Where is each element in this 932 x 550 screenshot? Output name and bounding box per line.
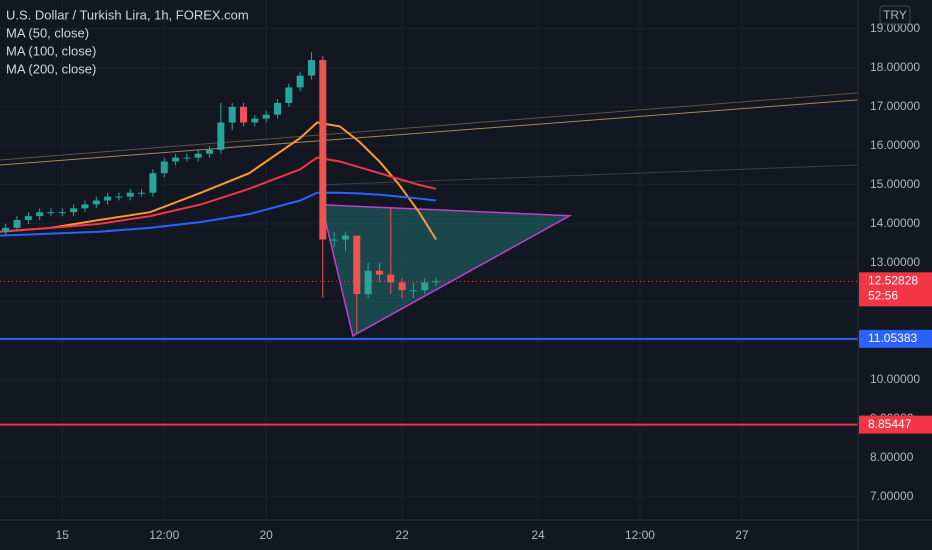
candle-body [228,106,236,123]
axes: 7.000008.000009.0000010.0000011.0000012.… [56,21,932,542]
last-price-bg [859,272,932,307]
price-label-bg [859,415,932,434]
y-tick-label: 7.00000 [870,489,914,503]
candle-body [262,114,270,119]
y-tick-label: 16.00000 [870,138,920,152]
candle-body [138,192,146,194]
x-tick-label: 24 [531,528,545,542]
chart-title: U.S. Dollar / Turkish Lira, 1h, FOREX.co… [6,7,249,22]
candle-body [432,281,440,283]
candle-body [2,227,10,232]
ma-line [0,121,437,241]
x-tick-label: 12:00 [149,528,179,542]
candle-body [409,290,417,292]
triangle-drawing [320,204,573,338]
y-tick-label: 14.00000 [870,216,920,230]
legend-entry: MA (50, close) [6,25,89,40]
candle-body [104,196,112,201]
candle-body [206,149,214,154]
candle-body [251,118,259,123]
legend-entry: MA (200, close) [6,61,96,76]
candle-body [172,157,180,162]
x-tick-label: 20 [259,528,273,542]
candle-body [330,239,338,241]
candle-body [364,270,372,295]
candle-body [126,192,134,197]
candle-body [149,173,157,193]
y-tick-label: 8.00000 [870,450,914,464]
y-tick-label: 15.00000 [870,177,920,191]
candle-body [36,212,44,217]
price-label: 11.05383 [868,331,917,345]
candle-body [375,270,383,275]
y-tick-label: 17.00000 [870,99,920,113]
y-tick-label: 19.00000 [870,21,920,35]
y-tick-label: 10.00000 [870,372,920,386]
candle-body [387,274,395,283]
candle-body [421,282,429,291]
candle-body [58,212,66,214]
x-tick-label: 27 [735,528,749,542]
candle-body [319,60,327,240]
candle-body [240,106,248,123]
x-tick-label: 12:00 [625,528,655,542]
candle-body [115,196,123,198]
legend-entry: MA (100, close) [6,43,96,58]
x-tick-label: 22 [395,528,409,542]
candle-body [285,87,293,103]
ma-line [0,191,437,237]
candle-body [70,208,78,213]
candle-body [217,122,225,150]
candle-body [24,216,32,221]
candle-body [194,153,202,158]
x-tick-label: 15 [56,528,70,542]
candle-body [307,60,315,76]
candle-body [160,161,168,174]
ma-line [0,156,437,233]
candle-body [398,282,406,291]
currency[interactable]: TRY [883,8,907,22]
candle-body [183,157,191,159]
grid [0,0,858,520]
countdown: 52:56 [868,288,898,302]
currency-box[interactable] [879,5,911,25]
last-price-label: 12.52828 [868,273,918,287]
price-label-bg [859,329,932,348]
candle-body [13,220,21,228]
candle-body [274,102,282,115]
plot [0,52,859,426]
candle-body [341,235,349,240]
candle-body [296,75,304,88]
candle-body [81,204,89,209]
y-tick-label: 18.00000 [870,60,920,74]
candle-body [92,200,100,205]
candle-body [47,212,55,214]
y-tick-label: 13.00000 [870,255,920,269]
candle-body [353,235,361,295]
trendline [0,92,859,161]
trendline [0,99,859,166]
price-label: 8.85447 [868,417,912,431]
